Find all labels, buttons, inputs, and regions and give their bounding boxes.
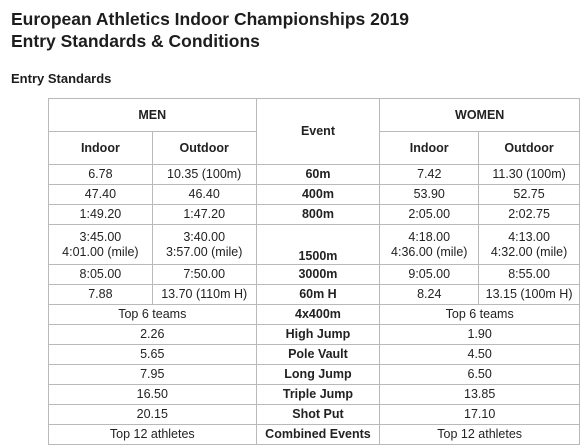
entry-standards-table: MEN Event WOMEN Indoor Outdoor Indoor Ou… [48, 98, 580, 445]
table-row: Top 6 teams 4x400m Top 6 teams [48, 304, 580, 325]
table-row: 7.95 Long Jump 6.50 [48, 364, 580, 385]
table-row: 8:05.00 7:50.00 3000m 9:05.00 8:55.00 [48, 264, 580, 285]
event-cell: 1500m [255, 224, 381, 265]
title-line-2: Entry Standards & Conditions [11, 31, 260, 51]
women-outdoor-cell: 4:13.00 4:32.00 (mile) [478, 224, 580, 265]
women-indoor-cell: 8.24 [379, 284, 480, 305]
men-outdoor-cell: 7:50.00 [151, 264, 257, 285]
table-row: 47.40 46.40 400m 53.90 52.75 [48, 184, 580, 205]
men-merged-cell: 5.65 [48, 344, 257, 365]
women-indoor-mile-value: 4:36.00 (mile) [391, 244, 468, 259]
page-title: European Athletics Indoor Championships … [11, 8, 409, 52]
women-merged-cell: Top 12 athletes [379, 424, 580, 445]
table-row: Top 12 athletes Combined Events Top 12 a… [48, 424, 580, 445]
men-outdoor-mile-value: 3:57.00 (mile) [165, 244, 243, 259]
women-outdoor-cell: 52.75 [478, 184, 580, 205]
women-indoor-cell: 53.90 [379, 184, 480, 205]
men-indoor-header: Indoor [48, 131, 153, 165]
men-indoor-cell: 1:49.20 [48, 204, 153, 225]
women-merged-cell: Top 6 teams [379, 304, 580, 325]
men-indoor-cell: 6.78 [48, 164, 153, 185]
men-indoor-cell: 8:05.00 [48, 264, 153, 285]
men-outdoor-header: Outdoor [151, 131, 257, 165]
table-row: 2.26 High Jump 1.90 [48, 324, 580, 345]
table-subheader-row: Indoor Outdoor Indoor Outdoor [48, 131, 580, 165]
event-cell: High Jump [255, 324, 381, 345]
table-row: 6.78 10.35 (100m) 60m 7.42 11.30 (100m) [48, 164, 580, 185]
event-cell: 400m [255, 184, 381, 205]
table-row: 20.15 Shot Put 17.10 [48, 404, 580, 425]
men-indoor-cell: 3:45.00 4:01.00 (mile) [48, 224, 153, 265]
event-cell: 60m [255, 164, 381, 185]
women-outdoor-mile-value: 4:32.00 (mile) [490, 244, 568, 259]
men-outdoor-cell: 10.35 (100m) [151, 164, 257, 185]
women-merged-cell: 13.85 [379, 384, 580, 405]
men-indoor-value: 3:45.00 [79, 229, 122, 244]
men-outdoor-cell: 13.70 (110m H) [151, 284, 257, 305]
event-cell: 3000m [255, 264, 381, 285]
women-indoor-cell: 2:05.00 [379, 204, 480, 225]
women-outdoor-cell: 11.30 (100m) [478, 164, 580, 185]
men-outdoor-cell: 3:40.00 3:57.00 (mile) [151, 224, 257, 265]
women-indoor-header: Indoor [379, 131, 480, 165]
women-header: WOMEN [379, 98, 580, 132]
event-cell: 800m [255, 204, 381, 225]
women-outdoor-value: 4:13.00 [508, 229, 550, 244]
event-cell: Shot Put [255, 404, 381, 425]
women-indoor-cell: 9:05.00 [379, 264, 480, 285]
men-indoor-mile-value: 4:01.00 (mile) [62, 244, 139, 259]
men-header: MEN [48, 98, 257, 132]
table-row: 3:45.00 4:01.00 (mile) 3:40.00 3:57.00 (… [48, 224, 580, 265]
women-indoor-value: 4:18.00 [408, 229, 451, 244]
women-merged-cell: 1.90 [379, 324, 580, 345]
event-cell: Long Jump [255, 364, 381, 385]
table-row: 1:49.20 1:47.20 800m 2:05.00 2:02.75 [48, 204, 580, 225]
event-cell: Triple Jump [255, 384, 381, 405]
women-merged-cell: 17.10 [379, 404, 580, 425]
women-merged-cell: 4.50 [379, 344, 580, 365]
men-merged-cell: Top 6 teams [48, 304, 257, 325]
women-outdoor-cell: 8:55.00 [478, 264, 580, 285]
women-outdoor-cell: 2:02.75 [478, 204, 580, 225]
table-row: 7.88 13.70 (110m H) 60m H 8.24 13.15 (10… [48, 284, 580, 305]
men-indoor-cell: 7.88 [48, 284, 153, 305]
table-row: 5.65 Pole Vault 4.50 [48, 344, 580, 365]
men-outdoor-cell: 1:47.20 [151, 204, 257, 225]
event-cell: Pole Vault [255, 344, 381, 365]
women-indoor-cell: 4:18.00 4:36.00 (mile) [379, 224, 480, 265]
table-row: 16.50 Triple Jump 13.85 [48, 384, 580, 405]
women-outdoor-header: Outdoor [478, 131, 580, 165]
title-line-1: European Athletics Indoor Championships … [11, 9, 410, 29]
section-title: Entry Standards [11, 71, 112, 86]
event-cell: 4x400m [255, 304, 381, 325]
event-cell: Combined Events [255, 424, 381, 445]
table-header-row: MEN Event WOMEN [48, 98, 580, 165]
women-merged-cell: 6.50 [379, 364, 580, 385]
men-merged-cell: 2.26 [48, 324, 257, 345]
men-merged-cell: 20.15 [48, 404, 257, 425]
men-merged-cell: 7.95 [48, 364, 257, 385]
men-merged-cell: Top 12 athletes [48, 424, 257, 445]
event-cell: 60m H [255, 284, 381, 305]
event-header: Event [255, 98, 381, 165]
men-outdoor-value: 3:40.00 [183, 229, 226, 244]
men-outdoor-cell: 46.40 [151, 184, 257, 205]
men-merged-cell: 16.50 [48, 384, 257, 405]
women-outdoor-cell: 13.15 (100m H) [478, 284, 580, 305]
men-indoor-cell: 47.40 [48, 184, 153, 205]
women-indoor-cell: 7.42 [379, 164, 480, 185]
